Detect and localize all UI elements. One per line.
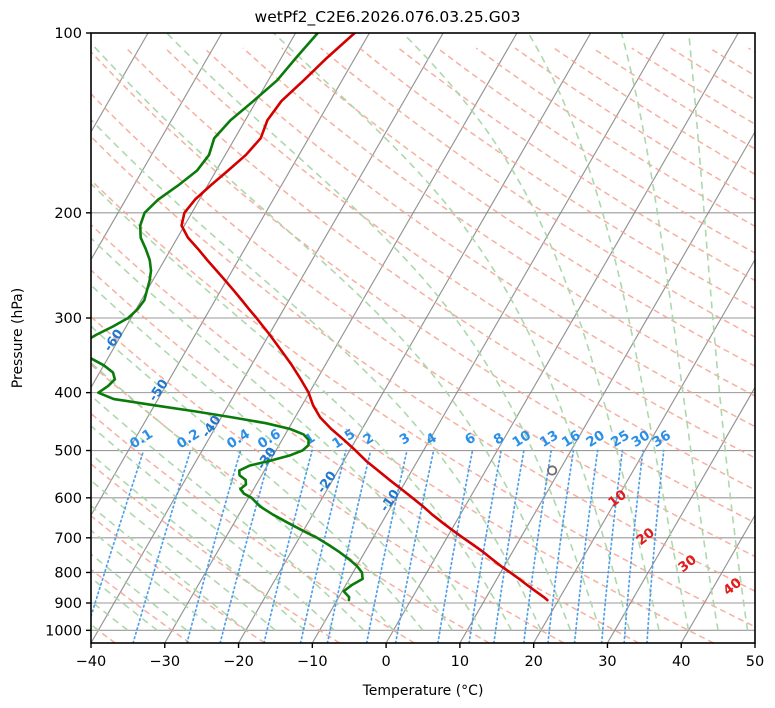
mixing-ratio-lines (91, 449, 665, 643)
x-tick-label: −40 (76, 654, 107, 670)
y-tick-label: 900 (54, 596, 82, 612)
y-tick-label: 600 (54, 491, 82, 507)
y-tick-label: 400 (54, 386, 82, 402)
x-axis-label: Temperature (°C) (362, 683, 484, 699)
profile-markers (547, 465, 558, 476)
x-tick-label: −30 (149, 654, 180, 670)
y-tick-label: 700 (54, 531, 82, 547)
y-tick-label: 1000 (45, 623, 82, 639)
x-tick-label: 10 (451, 654, 469, 670)
y-tick-label: 200 (54, 206, 82, 222)
x-axis: −40 −30 −20 −10 0 10 20 30 40 50 Temperature (°C) (76, 643, 764, 699)
x-tick-label: −20 (223, 654, 254, 670)
x-tick-label: 50 (746, 654, 764, 670)
plot-frame (90, 32, 756, 644)
x-tick-label: 30 (598, 654, 616, 670)
y-tick-label: 800 (54, 565, 82, 581)
temperature-profile (180, 33, 549, 602)
isotherm-lines (91, 33, 755, 643)
plot-background (91, 33, 755, 643)
dewpoint-profile (91, 33, 364, 602)
y-tick-label: 500 (54, 444, 82, 460)
x-tick-label: 20 (524, 654, 542, 670)
y-tick-label: 100 (54, 26, 82, 42)
moist-adiabat-lines (91, 33, 749, 631)
x-tick-label: 0 (381, 654, 390, 670)
profile-curves (91, 33, 549, 602)
dry-adiabat-lines (91, 47, 755, 643)
y-axis-label: Pressure (hPa) (10, 288, 26, 388)
chart-title: wetPf2_C2E6.2026.076.03.25.G03 (254, 8, 521, 26)
y-tick-label: 300 (54, 311, 82, 327)
y-axis: 100 200 300 400 500 600 700 800 900 1000 Pressure … (10, 26, 91, 639)
lcl-marker (547, 465, 558, 476)
x-tick-label: 40 (672, 654, 690, 670)
x-tick-label: −10 (297, 654, 328, 670)
